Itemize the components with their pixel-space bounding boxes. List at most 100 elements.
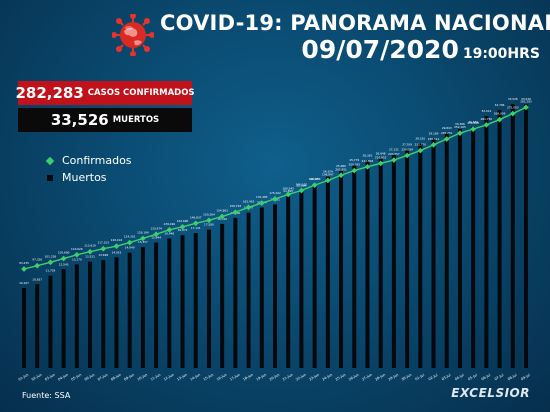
confirmed-data-label: 110,026 bbox=[71, 247, 83, 251]
death-bar bbox=[352, 165, 357, 368]
x-tick-label: 19-Jun bbox=[256, 373, 268, 382]
confirmed-data-label: 139,196 bbox=[164, 222, 176, 226]
x-tick-label: 12-Jun bbox=[163, 373, 175, 382]
death-bar bbox=[431, 138, 436, 368]
x-tick-label: 05-Jul bbox=[467, 373, 478, 381]
confirmed-data-label: 180,545 bbox=[282, 186, 294, 190]
death-data-label: 26,648 bbox=[376, 151, 386, 155]
death-data-label: 30,366 bbox=[455, 122, 465, 126]
death-data-label: 26,381 bbox=[363, 153, 373, 157]
x-tick-label: 06-Jun bbox=[84, 373, 96, 382]
confirmed-point bbox=[443, 136, 450, 142]
x-tick-label: 23-Jun bbox=[308, 373, 320, 382]
confirmed-point bbox=[245, 204, 252, 211]
report-date: 09/07/2020 bbox=[301, 35, 459, 64]
death-bar bbox=[457, 129, 462, 368]
x-tick-label: 10-Jun bbox=[137, 373, 149, 382]
death-bar bbox=[114, 257, 119, 368]
death-data-label: 15,357 bbox=[138, 240, 148, 244]
confirmed-data-label: 208,392 bbox=[348, 163, 360, 167]
death-bar bbox=[273, 204, 277, 368]
confirmed-data-label: 252,165 bbox=[454, 125, 466, 129]
confirmed-data-label: 129,184 bbox=[137, 230, 149, 234]
confirmed-point bbox=[21, 266, 27, 272]
confirmed-data-label: 268,008 bbox=[494, 112, 506, 116]
death-data-label: 30,639 bbox=[468, 120, 478, 124]
death-data-label: 28,510 bbox=[415, 137, 425, 141]
x-tick-label: 07-Jun bbox=[97, 373, 109, 382]
confirmed-total-box: 282,283 CASOS CONFIRMADOS bbox=[15, 81, 195, 105]
death-bar bbox=[471, 126, 476, 369]
confirmed-point bbox=[285, 191, 292, 198]
confirmed-data-label: 282,283 bbox=[520, 99, 532, 103]
confirmed-point bbox=[430, 141, 437, 148]
confirmed-data-label: 226,089 bbox=[401, 147, 413, 151]
death-bar bbox=[233, 217, 238, 368]
death-bar bbox=[193, 233, 198, 368]
death-bar bbox=[378, 158, 383, 368]
confirmed-point bbox=[311, 182, 318, 188]
x-tick-label: 03-Jun bbox=[44, 373, 56, 382]
confirmed-data-label: 202,951 bbox=[335, 167, 347, 171]
death-bar bbox=[22, 287, 26, 368]
death-data-label: 14,053 bbox=[112, 250, 122, 254]
source-note: Fuente: SSA bbox=[22, 391, 71, 400]
confirmed-point bbox=[153, 231, 159, 238]
confirmed-point bbox=[74, 251, 80, 258]
confirmed-total-label: CASOS CONFIRMADOS bbox=[87, 88, 195, 98]
death-bar bbox=[61, 269, 66, 368]
confirmed-point bbox=[523, 104, 529, 111]
death-data-label: 16,872 bbox=[178, 228, 188, 232]
confirmed-point bbox=[391, 157, 397, 163]
confirmed-point bbox=[298, 187, 305, 194]
deaths-total-label: MUERTOS bbox=[112, 115, 160, 125]
x-tick-label: 11-Jun bbox=[150, 373, 162, 382]
death-bar bbox=[127, 252, 132, 368]
confirmed-data-label: 261,750 bbox=[481, 117, 493, 121]
death-bar bbox=[365, 160, 370, 368]
confirmed-point bbox=[192, 220, 199, 227]
death-data-label: 13,170 bbox=[72, 257, 82, 261]
legend-item-confirmed: Confirmados bbox=[45, 152, 132, 169]
x-tick-label: 04-Jun bbox=[57, 373, 69, 382]
x-tick-label: 05-Jun bbox=[71, 373, 83, 382]
confirmed-point bbox=[140, 235, 146, 242]
death-data-label: 10,167 bbox=[19, 281, 29, 285]
x-tick-label: 17-Jun bbox=[229, 373, 241, 382]
confirmed-point bbox=[338, 172, 344, 179]
x-tick-label: 02-Jun bbox=[31, 373, 43, 382]
header: COVID-19: PANORAMA NACIONAL 09/07/2020 19… bbox=[160, 10, 550, 68]
x-tick-label: 14-Jun bbox=[189, 373, 201, 382]
x-tick-label: 08-Jul bbox=[507, 373, 518, 381]
confirmed-data-label: 133,974 bbox=[150, 226, 162, 230]
x-tick-label: 01-Jun bbox=[18, 373, 30, 382]
death-data-label: 14,649 bbox=[125, 246, 135, 250]
death-bar bbox=[167, 238, 172, 368]
death-bar bbox=[497, 109, 502, 368]
confirmed-data-label: 238,511 bbox=[428, 137, 440, 141]
death-bar bbox=[88, 261, 93, 368]
confirmed-point bbox=[272, 196, 278, 202]
death-bar bbox=[484, 116, 489, 368]
death-data-label: 32,796 bbox=[495, 103, 505, 107]
confirmed-point bbox=[100, 245, 107, 252]
confirmed-point bbox=[483, 122, 490, 128]
death-data-label: 29,189 bbox=[429, 131, 439, 135]
confirmed-data-label: 196,847 bbox=[322, 172, 334, 176]
death-bar bbox=[524, 104, 528, 368]
confirmed-data-label: 117,103 bbox=[97, 241, 109, 245]
death-bar bbox=[339, 170, 344, 368]
death-bar bbox=[286, 196, 291, 368]
confirmed-point bbox=[377, 160, 384, 167]
x-tick-label: 28-Jun bbox=[374, 373, 386, 382]
death-data-label: 21,825 bbox=[283, 189, 293, 193]
x-tick-label: 21-Jun bbox=[282, 373, 294, 382]
death-bar bbox=[180, 235, 185, 368]
confirmed-data-label: 220,657 bbox=[388, 152, 400, 156]
confirmed-point bbox=[87, 248, 93, 255]
x-tick-label: 15-Jun bbox=[203, 373, 215, 382]
death-data-label: 11,729 bbox=[46, 269, 56, 273]
confirmed-data-label: 124,301 bbox=[124, 235, 136, 239]
death-bar bbox=[444, 133, 449, 368]
